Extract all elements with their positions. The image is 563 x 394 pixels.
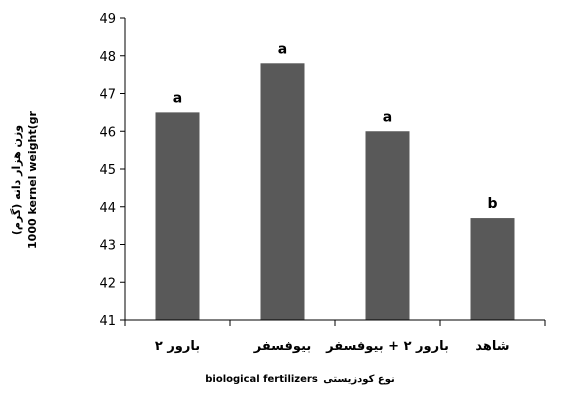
x-category-label: بارور ۲ xyxy=(155,339,200,354)
bar-data-label: b xyxy=(487,196,497,212)
y-tick-label: 47 xyxy=(99,88,116,103)
y-tick-label: 43 xyxy=(99,239,116,254)
bars: a a a b xyxy=(155,41,515,321)
x-category-label: بیوفسفر xyxy=(253,339,312,354)
y-tick-label: 44 xyxy=(99,201,116,216)
x-axis-title-persian: نوع کودزیستی xyxy=(323,374,394,385)
x-axis-title: biological fertilizers نوع کودزیستی xyxy=(205,374,394,385)
x-axis: بارور ۲ بیوفسفر بارور ۲ + بیوفسفر شاهد xyxy=(124,319,546,354)
bar xyxy=(155,112,200,320)
y-tick-label: 46 xyxy=(99,125,116,140)
bar xyxy=(470,218,515,320)
bar xyxy=(365,131,410,320)
x-axis-title-english: biological fertilizers xyxy=(205,374,318,385)
y-axis-title-english: 1000 kernel weight(gr xyxy=(26,110,39,248)
x-category-label: بارور ۲ + بیوفسفر xyxy=(325,339,449,354)
y-axis: 41 42 43 44 45 46 47 48 49 xyxy=(99,12,126,329)
bar xyxy=(260,63,305,321)
bar-data-label: a xyxy=(173,90,182,106)
x-category-label: شاهد xyxy=(475,339,509,354)
y-tick-label: 45 xyxy=(99,163,116,178)
bar-data-label: a xyxy=(383,109,392,125)
y-axis-title-persian: وزن هزار دانه (گرم) xyxy=(10,125,23,235)
y-tick-label: 42 xyxy=(99,276,116,291)
bar-data-label: a xyxy=(278,41,287,57)
y-tick-label: 41 xyxy=(99,314,116,329)
y-tick-label: 48 xyxy=(99,50,116,65)
y-tick-label: 49 xyxy=(99,12,116,27)
